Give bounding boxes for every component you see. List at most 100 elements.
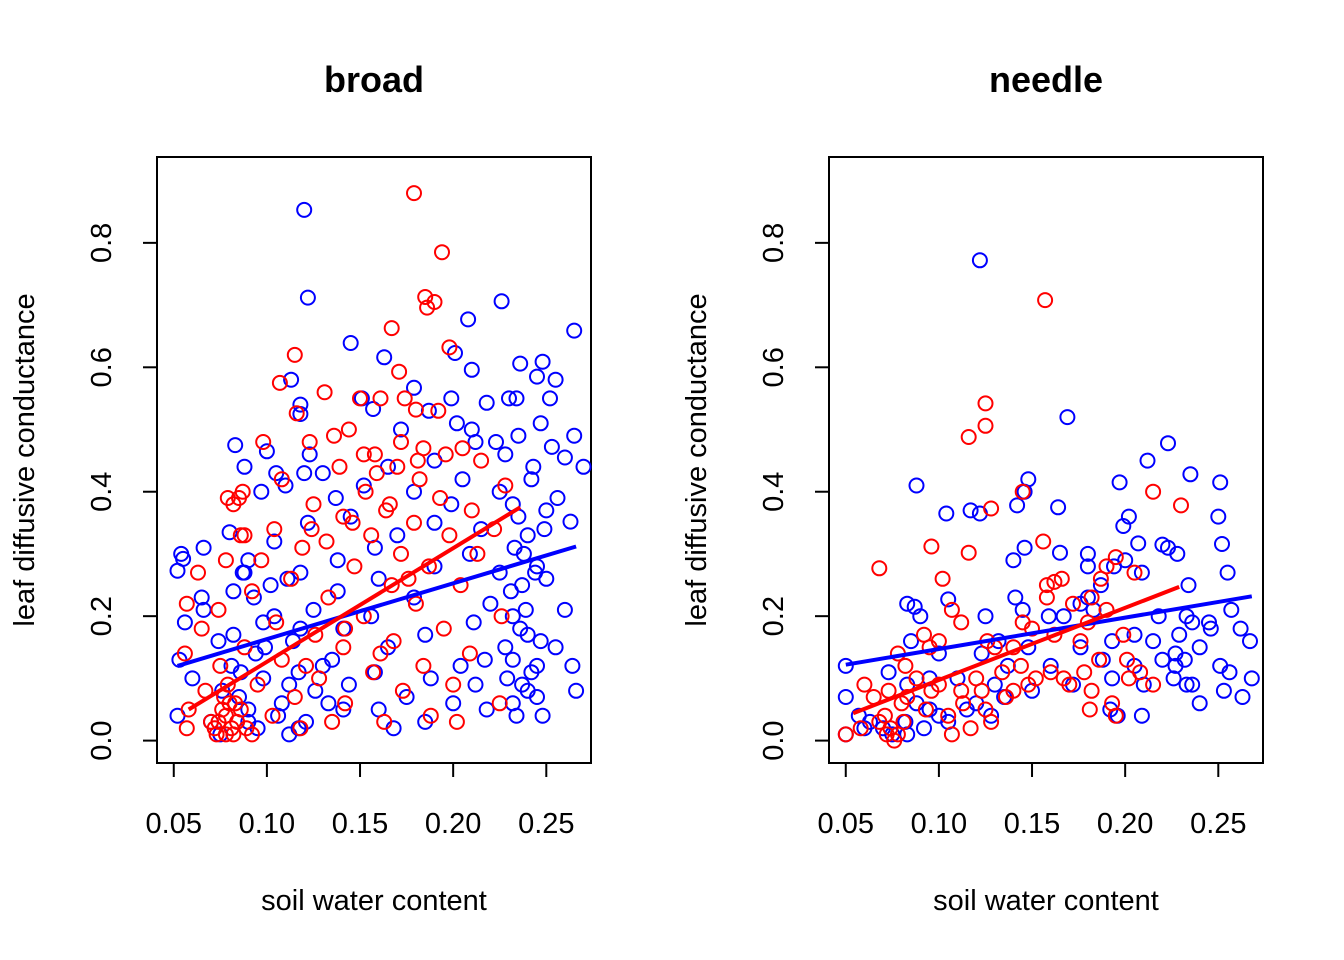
data-point <box>1169 545 1186 562</box>
data-point <box>383 320 400 337</box>
data-point <box>441 527 458 544</box>
data-point <box>566 322 583 339</box>
data-point <box>1059 409 1076 426</box>
data-point <box>529 689 545 705</box>
data-point <box>463 502 480 519</box>
x-tick-label: 0.25 <box>1190 808 1246 840</box>
data-point <box>1040 608 1057 625</box>
data-point <box>393 434 409 450</box>
data-point <box>305 496 322 513</box>
data-point <box>264 707 281 724</box>
data-point <box>389 527 406 544</box>
data-point <box>368 465 385 482</box>
data-point <box>435 620 452 637</box>
data-point <box>488 434 504 450</box>
data-point <box>1221 664 1238 681</box>
data-point <box>1107 707 1124 724</box>
data-point <box>532 415 549 432</box>
data-point <box>406 514 422 531</box>
points-layer <box>169 185 592 743</box>
data-point <box>176 645 193 662</box>
data-point <box>1120 670 1137 687</box>
data-point <box>292 720 309 737</box>
data-point <box>566 427 583 444</box>
data-point <box>856 676 873 693</box>
data-point <box>452 657 469 674</box>
data-point <box>497 477 514 494</box>
data-point <box>372 390 389 407</box>
data-point <box>393 421 409 438</box>
data-point <box>467 434 484 450</box>
data-point <box>430 402 447 419</box>
data-point <box>406 185 422 202</box>
data-point <box>448 713 465 730</box>
data-point <box>365 401 382 417</box>
data-point <box>1214 536 1230 552</box>
data-point <box>1133 564 1150 581</box>
data-point <box>538 502 555 519</box>
data-point <box>1038 589 1055 606</box>
data-point <box>532 633 549 650</box>
data-point <box>294 539 311 556</box>
data-point <box>1119 651 1135 668</box>
y-tick-label: 0.0 <box>758 720 790 760</box>
data-point <box>476 651 493 668</box>
data-point <box>1201 614 1217 631</box>
data-point <box>305 601 322 618</box>
trend-line <box>852 585 1180 716</box>
y-tick-label: 0.8 <box>758 223 790 263</box>
data-point <box>871 560 888 577</box>
data-point <box>1126 626 1143 643</box>
data-point <box>180 701 197 718</box>
data-point <box>331 458 348 475</box>
data-point <box>547 371 564 388</box>
data-point <box>837 726 854 743</box>
data-point <box>417 626 434 643</box>
data-point <box>977 395 994 412</box>
data-point <box>491 695 508 712</box>
data-point <box>1083 589 1100 606</box>
data-point <box>960 429 977 445</box>
data-point <box>301 434 318 450</box>
trend-line <box>845 594 1253 667</box>
data-point <box>210 633 227 650</box>
data-point <box>542 390 558 407</box>
data-point <box>236 458 253 475</box>
data-point <box>497 446 514 463</box>
data-point <box>977 608 994 625</box>
data-point <box>1042 657 1059 674</box>
data-point <box>370 570 387 587</box>
data-point <box>244 726 260 743</box>
data-point <box>1145 676 1162 693</box>
y-tick-label: 0.0 <box>86 720 118 760</box>
x-axis-label: soil water content <box>933 885 1159 917</box>
data-point <box>1171 626 1188 643</box>
data-point <box>232 701 249 718</box>
data-point <box>973 682 990 699</box>
data-point <box>1072 639 1089 656</box>
data-point <box>210 601 227 618</box>
data-point <box>231 490 247 506</box>
data-point <box>454 440 471 457</box>
data-point <box>296 201 313 218</box>
data-point <box>525 458 542 475</box>
y-ticks: 0.0 0.2 0.4 0.6 0.8 <box>758 223 829 761</box>
data-point <box>355 446 372 463</box>
data-point <box>1165 670 1182 687</box>
data-point <box>512 620 529 637</box>
data-point <box>465 614 482 631</box>
data-point <box>1215 682 1232 699</box>
data-point <box>335 701 352 718</box>
data-point <box>523 664 540 681</box>
data-point <box>1091 651 1108 668</box>
data-point <box>1050 499 1067 516</box>
data-point <box>352 390 368 407</box>
data-point <box>316 384 333 401</box>
data-point <box>478 701 495 718</box>
data-point <box>206 720 223 737</box>
data-point <box>262 577 279 594</box>
data-point <box>1210 508 1227 525</box>
data-point <box>962 502 979 519</box>
data-point <box>1014 483 1031 500</box>
data-point <box>502 583 519 600</box>
